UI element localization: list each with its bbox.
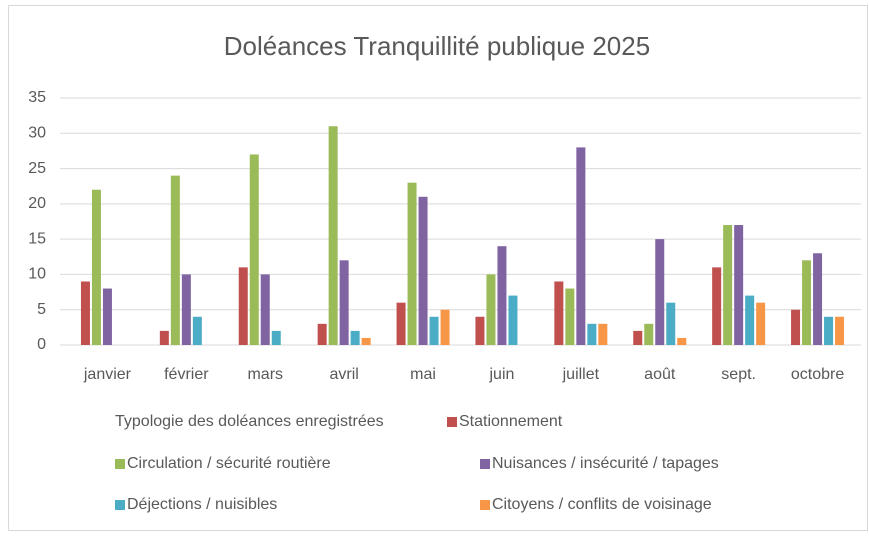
x-tick-label: juin <box>488 366 514 383</box>
bar <box>598 323 608 345</box>
bar <box>102 288 112 345</box>
legend-label: Stationnement <box>459 413 563 430</box>
bar <box>249 154 259 345</box>
bar <box>339 260 349 345</box>
x-tick-label: mai <box>410 366 436 383</box>
bar <box>328 126 338 345</box>
y-tick-label: 20 <box>28 195 46 212</box>
legend-swatch <box>115 459 125 469</box>
bar <box>418 196 428 345</box>
bar <box>497 246 507 345</box>
x-tick-label: janvier <box>83 366 132 383</box>
bar <box>350 330 360 345</box>
y-tick-label: 25 <box>28 160 46 177</box>
x-tick-label: mars <box>247 366 283 383</box>
y-tick-label: 0 <box>37 336 46 353</box>
bar <box>633 330 643 345</box>
bar <box>486 274 496 345</box>
bar <box>824 316 834 345</box>
legend-label: Nuisances / insécurité / tapages <box>492 455 719 472</box>
bar <box>587 323 597 345</box>
bar <box>791 309 801 345</box>
x-tick-label: août <box>644 366 676 383</box>
bar <box>723 225 733 345</box>
x-tick-label: avril <box>329 366 358 383</box>
y-tick-label: 35 <box>28 89 46 106</box>
bar <box>677 337 687 345</box>
y-tick-label: 15 <box>28 230 46 247</box>
x-tick-label: juillet <box>562 366 600 383</box>
bar <box>813 253 823 345</box>
y-tick-label: 30 <box>28 125 46 142</box>
bar <box>475 316 485 345</box>
legend-label: Citoyens / conflits de voisinage <box>492 496 712 513</box>
bar <box>734 225 744 345</box>
bar <box>396 302 406 345</box>
bar <box>238 267 248 345</box>
bar <box>655 239 665 345</box>
bar <box>745 295 755 345</box>
bar <box>712 267 722 345</box>
chart-title: Doléances Tranquillité publique 2025 <box>224 31 650 61</box>
legend-label: Déjections / nuisibles <box>127 496 277 513</box>
legend-swatch <box>447 417 457 427</box>
bar <box>644 323 654 345</box>
y-tick-label: 10 <box>28 266 46 283</box>
bar <box>576 147 586 345</box>
legend-swatch <box>480 500 490 510</box>
bar <box>666 302 676 345</box>
legend-swatch <box>480 459 490 469</box>
x-tick-label: février <box>164 366 209 383</box>
bar <box>361 337 371 345</box>
bar <box>835 316 845 345</box>
legend-title: Typologie des doléances enregistrées <box>115 413 384 430</box>
x-tick-label: sept. <box>721 366 756 383</box>
bar <box>756 302 766 345</box>
bar <box>802 260 812 345</box>
bar <box>91 189 101 345</box>
bar <box>181 274 191 345</box>
bar <box>192 316 202 345</box>
bar <box>260 274 270 345</box>
bar <box>271 330 281 345</box>
bar <box>440 309 450 345</box>
bar <box>317 323 327 345</box>
bar <box>429 316 439 345</box>
legend-label: Circulation / sécurité routière <box>127 455 331 472</box>
bar <box>170 175 180 345</box>
bar <box>554 281 564 345</box>
bar <box>508 295 518 345</box>
x-tick-label: octobre <box>791 366 844 383</box>
bar <box>80 281 90 345</box>
legend-swatch <box>115 500 125 510</box>
bar <box>407 182 417 345</box>
bar <box>565 288 575 345</box>
bar <box>159 330 169 345</box>
y-tick-label: 5 <box>37 301 46 318</box>
